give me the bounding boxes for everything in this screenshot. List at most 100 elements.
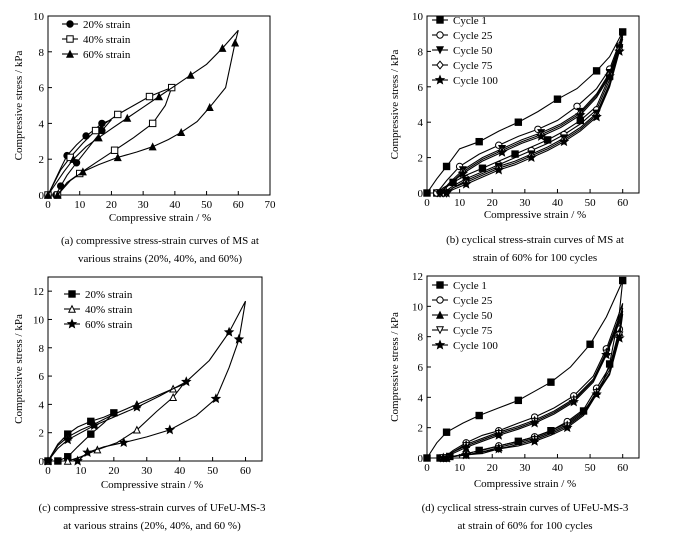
x-tick-label: 20 xyxy=(108,465,120,477)
legend-marker xyxy=(436,60,444,70)
legend-entry: Cycle 1 xyxy=(453,280,487,292)
x-tick-label: 40 xyxy=(552,197,564,209)
y-tick-label: 2 xyxy=(418,153,424,165)
y-tick-label: 8 xyxy=(39,343,45,355)
x-tick-label: 0 xyxy=(45,199,51,211)
data-point xyxy=(110,146,119,154)
x-tick-label: 40 xyxy=(174,465,186,477)
data-point xyxy=(514,396,523,405)
data-point xyxy=(529,417,540,428)
y-tick-label: 4 xyxy=(418,117,424,129)
panel-caption: (c) compressive stress-strain curves of … xyxy=(39,502,266,514)
data-point xyxy=(210,393,222,404)
panel-caption: various strains (20%, 40%, and 60%) xyxy=(78,253,242,265)
panel-d: 0 10 20 30 40 50 60 0 2 4 6 8 10 12 Compressive strain… xyxy=(389,271,640,532)
legend-marker xyxy=(68,290,76,298)
panel-caption: (a) compressive stress-strain curves of … xyxy=(61,235,259,247)
data-point xyxy=(441,452,452,463)
panel-b: 0 10 20 30 40 50 60 0 2 4 6 8 10 Compressive strain /… xyxy=(389,11,640,264)
data-point xyxy=(514,118,523,126)
series-line xyxy=(47,300,247,462)
data-point xyxy=(573,102,581,110)
x-tick-label: 40 xyxy=(552,462,564,474)
y-tick-label: 10 xyxy=(33,314,45,326)
x-tick-label: 30 xyxy=(519,462,531,474)
data-point xyxy=(87,430,95,438)
data-point xyxy=(205,102,214,111)
y-tick-label: 8 xyxy=(418,46,424,58)
y-tick-label: 2 xyxy=(418,423,424,435)
legend-marker xyxy=(436,16,444,24)
y-tick-label: 0 xyxy=(418,453,424,465)
x-tick-label: 60 xyxy=(617,462,629,474)
legend-marker xyxy=(436,296,444,304)
y-tick-label: 4 xyxy=(39,399,45,411)
plot-frame xyxy=(426,15,640,194)
legend-entry: Cycle 25 xyxy=(453,295,493,307)
legend-entry: 60% strain xyxy=(83,49,131,61)
data-point xyxy=(575,109,586,120)
series-2 xyxy=(43,383,185,465)
x-tick-label: 10 xyxy=(75,465,87,477)
series-5 xyxy=(434,38,625,198)
x-tick-label: 10 xyxy=(454,197,466,209)
y-axis-title: Compressive stress / kPa xyxy=(389,50,401,160)
legend-entry: 60% strain xyxy=(85,319,133,331)
legend-marker xyxy=(435,310,445,319)
legend-entry: 40% strain xyxy=(83,34,131,46)
data-point xyxy=(98,126,106,135)
data-point xyxy=(145,92,154,101)
y-tick-label: 6 xyxy=(39,371,45,383)
data-point xyxy=(42,455,54,466)
panel-caption: at strain of 60% for 100 cycles xyxy=(457,520,592,532)
data-point xyxy=(547,378,555,386)
data-point xyxy=(442,428,451,436)
x-axis-title: Compressive strain / % xyxy=(109,212,211,224)
data-point xyxy=(558,136,570,147)
legend-entry: Cycle 1 xyxy=(453,15,487,27)
legend-marker xyxy=(434,74,446,85)
data-point xyxy=(218,43,227,52)
data-point xyxy=(423,189,431,197)
data-point xyxy=(114,110,122,119)
series-line xyxy=(47,29,239,196)
x-tick-label: 30 xyxy=(138,199,150,211)
legend-marker xyxy=(435,326,445,335)
x-axis-title: Compressive strain / % xyxy=(474,478,576,490)
legend-entry: 20% strain xyxy=(85,289,133,301)
panel-caption: strain of 60% for 100 cycles xyxy=(473,252,597,264)
data-point xyxy=(475,411,483,420)
x-tick-label: 70 xyxy=(265,199,277,211)
data-point xyxy=(113,153,122,162)
data-point xyxy=(493,164,504,175)
series-3 xyxy=(42,300,247,466)
data-point xyxy=(568,396,579,407)
data-point xyxy=(526,152,537,163)
data-point xyxy=(94,133,103,142)
data-point xyxy=(496,146,508,157)
x-tick-label: 30 xyxy=(519,197,531,209)
series-line xyxy=(426,280,624,459)
legend-entry: Cycle 75 xyxy=(453,325,493,337)
x-tick-label: 0 xyxy=(424,197,430,209)
y-tick-label: 2 xyxy=(39,428,45,440)
x-axis-title: Compressive strain / % xyxy=(484,209,586,221)
data-point xyxy=(148,142,157,151)
series-line xyxy=(47,383,185,462)
legend-marker xyxy=(436,281,444,289)
y-tick-label: 6 xyxy=(418,82,424,94)
data-point xyxy=(82,447,93,457)
x-tick-label: 0 xyxy=(424,462,430,474)
y-tick-label: 6 xyxy=(39,83,45,95)
y-tick-label: 0 xyxy=(418,188,424,200)
y-tick-label: 4 xyxy=(418,392,424,404)
data-point xyxy=(441,187,452,198)
x-tick-label: 20 xyxy=(487,197,499,209)
series-line xyxy=(47,412,115,462)
panel-caption: at various strains (20%, 40%, and 60 %) xyxy=(63,520,241,532)
x-tick-label: 50 xyxy=(585,197,597,209)
legend-marker xyxy=(434,339,446,350)
plot-frame xyxy=(47,276,263,462)
legend-marker xyxy=(67,304,77,313)
legend-entry: 40% strain xyxy=(85,304,133,316)
